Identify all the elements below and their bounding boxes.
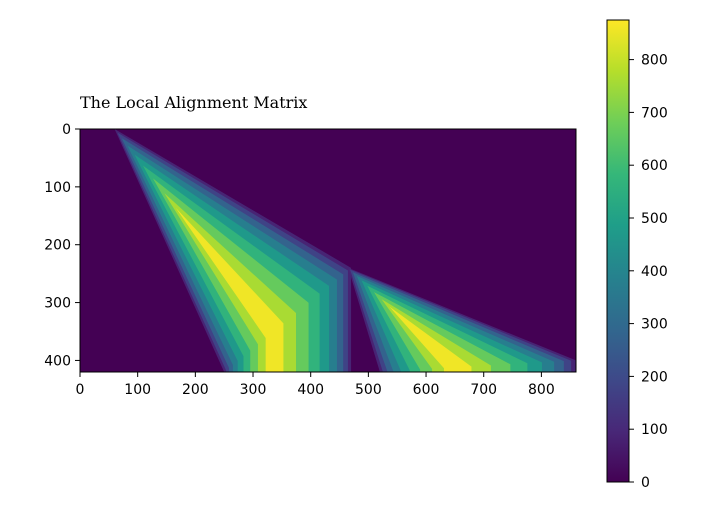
x-tick-label: 400 (297, 382, 324, 398)
x-tick-label: 0 (76, 382, 85, 398)
colorbar-gradient (607, 20, 629, 482)
band-2-level-8 (389, 306, 472, 372)
colorbar-tick-label: 700 (641, 105, 668, 121)
colorbar-tick-label: 500 (641, 211, 668, 227)
y-tick-label: 100 (44, 180, 71, 196)
y-tick-label: 300 (44, 296, 71, 312)
colorbar-tick-label: 300 (641, 317, 668, 333)
y-tick-label: 200 (44, 238, 71, 254)
colorbar-tick-label: 0 (641, 475, 650, 491)
x-tick-label: 700 (470, 382, 497, 398)
colorbar-tick-label: 200 (641, 369, 668, 385)
band-2-level-5 (367, 285, 528, 372)
band-1-level-8 (175, 207, 284, 372)
chart-title: The Local Alignment Matrix (80, 93, 307, 112)
plot-area (79, 128, 577, 373)
colorbar-tick-label: 100 (641, 422, 668, 438)
x-tick-label: 500 (355, 382, 382, 398)
y-tick-label: 0 (62, 122, 71, 138)
colorbar: 0 100 200 300 400 500 600 700 800 (606, 19, 668, 491)
x-axis: 0 100 200 300 400 500 600 700 800 (76, 372, 555, 398)
x-tick-label: 300 (240, 382, 267, 398)
y-tick-label: 400 (44, 353, 71, 369)
colorbar-tick-label: 400 (641, 264, 668, 280)
heatmap-band-2 (348, 267, 576, 372)
x-tick-label: 800 (528, 382, 555, 398)
heatmap-band-1 (114, 129, 352, 372)
colorbar-tick-label: 800 (641, 53, 668, 69)
colorbar-frame (606, 19, 630, 483)
y-axis: 0 100 200 300 400 (44, 122, 80, 369)
x-tick-label: 600 (413, 382, 440, 398)
band-2-level-7 (381, 299, 491, 372)
x-tick-label: 100 (124, 382, 151, 398)
x-tick-label: 200 (182, 382, 209, 398)
colorbar-tick-label: 600 (641, 158, 668, 174)
band-2-level-6 (374, 292, 511, 372)
plot-frame (79, 128, 577, 373)
